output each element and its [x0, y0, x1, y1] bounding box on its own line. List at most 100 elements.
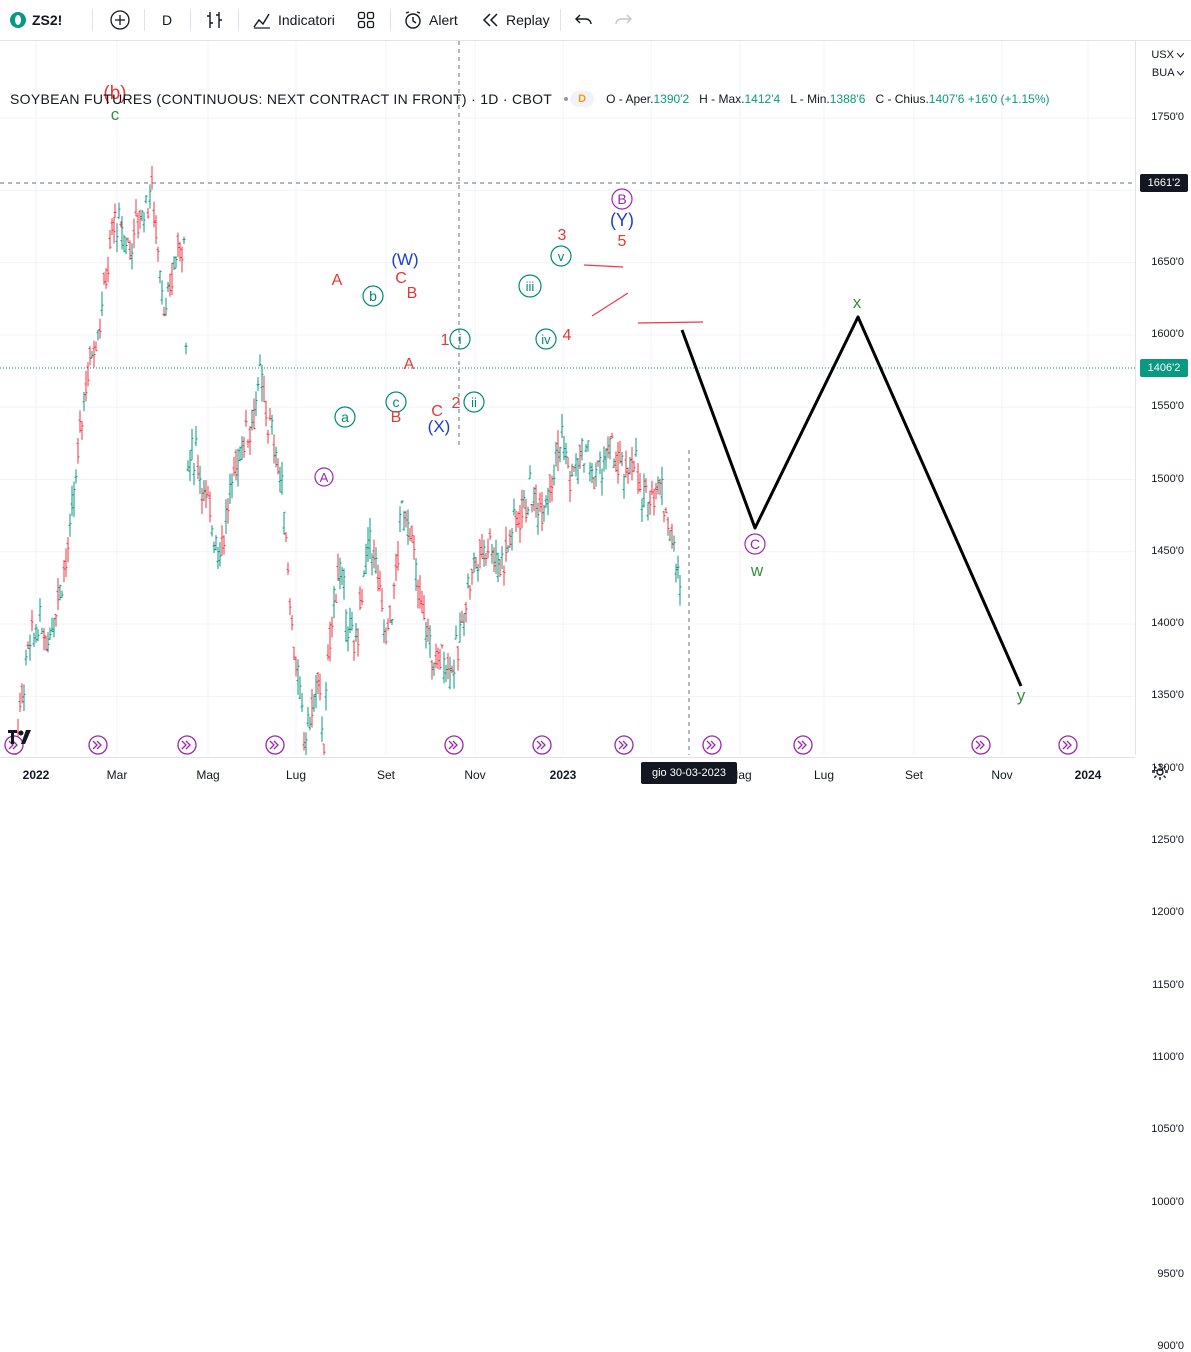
wave-circle	[362, 285, 384, 307]
ohlc-bar	[412, 535, 416, 560]
ohlc-bar	[462, 613, 466, 636]
ohlc-bar	[502, 565, 506, 586]
ohlc-bar	[126, 237, 130, 243]
ohlc-bar	[256, 377, 260, 391]
event-marker-icon[interactable]	[88, 735, 108, 755]
price-tick-label: 1600'0	[1151, 327, 1184, 340]
event-marker-icon[interactable]	[793, 735, 813, 755]
currency-select[interactable]: USX	[1151, 49, 1185, 61]
ohlc-bar	[160, 280, 164, 305]
replay-button[interactable]: Replay	[482, 0, 550, 40]
ohlc-bar	[200, 487, 204, 515]
ohlc-bar	[230, 473, 234, 499]
ohlc-bar	[202, 480, 206, 502]
price-tick-label: 1050'0	[1151, 1123, 1184, 1136]
wave-label: b	[369, 288, 377, 304]
price-tick-label: 1100'0	[1152, 1050, 1184, 1063]
ohlc-bar	[46, 632, 50, 653]
alert-label: Alert	[429, 12, 458, 28]
ohlc-bar	[308, 716, 312, 731]
event-marker-icon[interactable]	[702, 735, 722, 755]
ohlc-bar	[612, 458, 616, 469]
ohlc-bar	[464, 601, 468, 623]
unit-select[interactable]: BUA	[1152, 67, 1185, 79]
ohlc-bar	[250, 409, 254, 431]
ohlc-bar	[162, 306, 166, 317]
redo-button[interactable]	[614, 0, 632, 40]
wave-label: C	[395, 270, 407, 287]
chart-settings-button[interactable]	[1150, 762, 1172, 784]
ohlc-bar	[322, 743, 326, 755]
ohlc-bar	[416, 579, 420, 609]
ohlc-bar	[268, 407, 272, 421]
wave-label: (b)	[103, 83, 126, 104]
ohlc-bar	[606, 436, 610, 459]
ohlc-bar	[546, 487, 550, 516]
event-marker-icon[interactable]	[1058, 735, 1078, 755]
projection-path	[680, 315, 1023, 687]
chart-type-button[interactable]	[205, 0, 225, 40]
time-tick-label: 2023	[549, 768, 577, 782]
time-axis[interactable]: 2022 Mar Mag Lug Set Nov 2023 Mag Lug Set Nov 2024 …	[0, 757, 1135, 796]
ohlc-bar	[658, 478, 662, 496]
undo-button[interactable]	[575, 0, 593, 40]
symbol-search[interactable]: ZS2!	[10, 0, 62, 40]
event-marker-icon[interactable]	[444, 735, 464, 755]
chart-pane[interactable]: (b) c A a b c A (W) C B A B C (X) 1 i 2 …	[0, 41, 1135, 755]
ohlc-bar	[580, 437, 584, 461]
ohlc-bar	[674, 563, 678, 583]
ohlc-bar	[222, 535, 226, 555]
price-chart[interactable]: (b) c A a b c A (W) C B A B C (X) 1 i 2 …	[0, 41, 1135, 755]
event-marker-icon[interactable]	[614, 735, 634, 755]
ohlc-bar	[326, 644, 330, 661]
symbol-name: ZS2!	[32, 12, 63, 28]
event-marker-icon[interactable]	[265, 735, 285, 755]
event-marker-icon[interactable]	[971, 735, 991, 755]
ohlc-bar	[558, 446, 562, 463]
ohlc-bar	[358, 586, 362, 611]
ohlc-bar	[70, 485, 74, 516]
ohlc-bar	[78, 410, 82, 433]
ohlc-bar	[22, 684, 26, 712]
ohlc-bar	[592, 476, 596, 490]
ohlc-bar	[318, 673, 322, 701]
toolbar-divider	[560, 9, 561, 31]
ohlc-bar	[296, 659, 300, 695]
compare-add-button[interactable]	[109, 0, 131, 40]
ohlc-bar	[340, 566, 344, 586]
price-tick-label: 1200'0	[1151, 906, 1184, 919]
price-tick-label: 1500'0	[1151, 472, 1184, 485]
ohlc-bar	[266, 429, 270, 444]
ohlc-bar	[300, 692, 304, 712]
price-tick-label: 1000'0	[1151, 1195, 1184, 1208]
ohlc-bar	[100, 291, 104, 316]
ohlc-bar	[108, 229, 112, 250]
wave-circle	[744, 533, 766, 555]
ohlc-bar	[394, 553, 398, 582]
series-title[interactable]: SOYBEAN FUTURES (CONTINUOUS: NEXT CONTRA…	[10, 91, 553, 107]
ohlc-bar	[408, 527, 412, 542]
ohlc-bar	[668, 529, 672, 542]
event-marker-icon[interactable]	[532, 735, 552, 755]
ohlc-bar	[32, 632, 36, 647]
ohlc-bar	[570, 463, 574, 477]
ohlc-bar	[584, 444, 588, 453]
ohlc-bar	[84, 370, 88, 402]
ohlc-bar	[124, 237, 128, 255]
interval-button[interactable]: D	[162, 0, 172, 40]
event-marker-icon[interactable]	[177, 735, 197, 755]
ohlc-bar	[158, 270, 162, 284]
market-status-badge[interactable]: D	[564, 91, 595, 107]
ohlc-bar	[616, 442, 620, 484]
time-tick-label: Set	[904, 768, 924, 782]
ohlc-bar	[388, 605, 392, 623]
price-axis[interactable]: USX BUA 1750'01700'01650'01600'01550'015…	[1135, 41, 1191, 1352]
alert-button[interactable]: Alert	[403, 0, 458, 40]
ohlc-bar	[258, 354, 262, 367]
layouts-button[interactable]	[356, 0, 376, 40]
ohlc-bar	[420, 590, 424, 614]
ohlc-bar	[342, 568, 346, 600]
ohlc-bar	[184, 342, 188, 355]
indicators-button[interactable]: Indicatori	[252, 0, 335, 40]
ohlc-bar	[260, 365, 264, 402]
